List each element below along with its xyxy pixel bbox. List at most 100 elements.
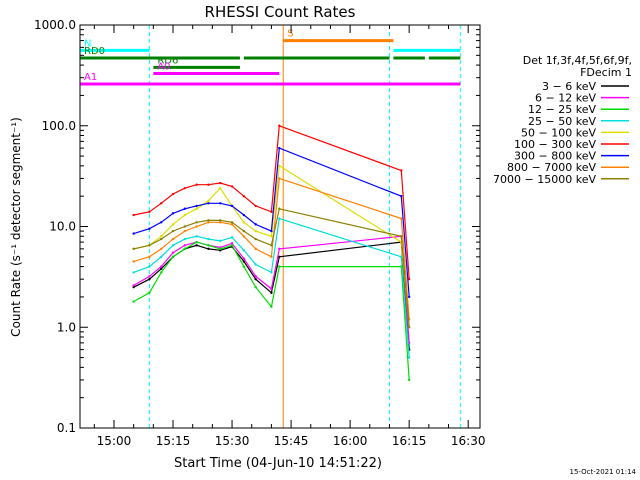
series-8-point-6 — [207, 219, 210, 222]
series-line-0 — [133, 241, 410, 350]
chart-title: RHESSI Count Rates — [205, 3, 356, 21]
series-7-point-5 — [195, 225, 198, 228]
series-5-point-6 — [207, 183, 210, 186]
series-6-point-5 — [195, 204, 198, 208]
legend-entry-label-0: 3 − 6 keV — [542, 80, 596, 93]
series-0-point-2 — [160, 267, 163, 271]
legend-entry-label-8: 7000 − 15000 keV — [493, 173, 596, 186]
series-6-point-2 — [160, 221, 163, 224]
series-2-point-14 — [407, 378, 411, 382]
series-7-point-6 — [207, 221, 210, 224]
series-2-point-1 — [148, 291, 151, 294]
series-0-point-1 — [148, 277, 151, 281]
series-4-point-2 — [160, 235, 163, 238]
x-tick-label-0: 15:00 — [97, 434, 132, 448]
series-8-point-5 — [195, 221, 198, 224]
series-7-point-1 — [148, 255, 151, 259]
footer-timestamp: 15-Oct-2021 01:14 — [570, 468, 637, 476]
series-8-point-13 — [400, 235, 403, 238]
series-3-point-12 — [278, 217, 281, 220]
series-3-point-3 — [171, 244, 175, 247]
series-8-point-0 — [132, 247, 135, 251]
legend-entry-label-2: 12 − 25 keV — [528, 103, 596, 116]
series-0-point-9 — [242, 260, 246, 263]
series-6-point-3 — [171, 212, 175, 215]
series-1-point-11 — [270, 287, 273, 291]
series-6-point-9 — [242, 213, 246, 217]
series-8-point-10 — [254, 237, 257, 241]
series-3-point-5 — [195, 235, 198, 238]
series-1-point-9 — [242, 257, 246, 260]
series-6-point-0 — [132, 232, 135, 235]
y-tick-label-3: 100.0 — [42, 119, 76, 133]
series-0-point-0 — [132, 285, 135, 289]
series-7-point-10 — [254, 247, 257, 251]
series-4-point-11 — [270, 235, 273, 238]
series-2-point-0 — [132, 300, 135, 303]
legend-entry-label-3: 25 − 50 keV — [528, 115, 596, 128]
flag-label-rd0: RD0 — [84, 46, 105, 57]
series-7-point-7 — [219, 221, 222, 224]
series-5-point-3 — [171, 192, 175, 196]
series-2-point-7 — [219, 247, 222, 251]
legend: Det 1f,3f,4f,5f,6f,9f,FDecim 13 − 6 keV6… — [493, 54, 632, 186]
series-3-point-7 — [219, 239, 222, 243]
flag-label-a1: A1 — [84, 72, 97, 83]
legend-entry-label-1: 6 − 12 keV — [535, 92, 596, 105]
series-line-2 — [133, 241, 410, 380]
series-5-point-7 — [219, 181, 222, 185]
series-4-point-6 — [207, 199, 210, 202]
flag-label-s: S — [287, 29, 293, 40]
series-8-point-4 — [183, 225, 187, 228]
series-6-point-10 — [254, 223, 257, 226]
series-5-point-5 — [195, 183, 198, 186]
series-8-point-8 — [230, 221, 234, 224]
series-0-point-11 — [270, 291, 273, 294]
flag-label-a0: A0 — [157, 62, 170, 73]
series-5-point-11 — [270, 210, 273, 213]
series-4-point-4 — [183, 213, 187, 217]
series-3-point-13 — [400, 255, 403, 259]
series-3-point-1 — [148, 265, 151, 268]
legend-header-0: Det 1f,3f,4f,5f,6f,9f, — [523, 54, 632, 67]
series-2-point-10 — [254, 285, 257, 289]
flag-label-rd6: RD6 — [157, 55, 178, 66]
series-5-point-14 — [407, 277, 411, 281]
series-6-point-4 — [183, 207, 187, 210]
series-3-point-14 — [407, 356, 411, 359]
series-0-point-5 — [195, 244, 198, 247]
series-7-point-0 — [132, 260, 135, 263]
series-4-point-12 — [278, 164, 281, 168]
series-8-point-9 — [242, 229, 246, 233]
flag-label-n: N — [84, 38, 91, 49]
y-axis-label: Count Rate (s⁻¹ detector segment⁻¹) — [9, 117, 23, 337]
series-3-point-2 — [160, 255, 163, 259]
series-5-point-10 — [254, 204, 257, 208]
series-8-point-14 — [407, 326, 411, 329]
y-tick-label-2: 10.0 — [49, 220, 76, 234]
legend-entry-label-7: 800 − 7000 keV — [507, 161, 596, 174]
series-6-point-11 — [270, 229, 273, 233]
series-4-point-9 — [242, 221, 246, 224]
series-8-point-7 — [219, 219, 222, 222]
legend-header-1: FDecim 1 — [580, 66, 632, 79]
axis-layer: 15:00 15:15 15:30 15:45 16:00 16:15 16:30 0.1 1.… — [34, 18, 485, 448]
series-5-point-1 — [148, 210, 151, 213]
series-2-point-8 — [230, 244, 234, 247]
series-1-point-4 — [183, 244, 187, 247]
series-0-point-6 — [207, 247, 210, 251]
x-tick-label-5: 16:15 — [392, 434, 427, 448]
x-tick-label-1: 15:15 — [156, 434, 191, 448]
series-2-point-3 — [171, 255, 175, 259]
series-8-point-3 — [171, 229, 175, 233]
series-4-point-10 — [254, 229, 257, 233]
series-7-point-3 — [171, 237, 175, 241]
series-3-point-9 — [242, 249, 246, 252]
series-1-point-10 — [254, 275, 257, 278]
series-1-point-3 — [171, 251, 175, 254]
series-7-point-9 — [242, 235, 246, 238]
series-8-point-1 — [148, 244, 151, 247]
series-6-point-14 — [407, 295, 411, 299]
series-2-point-2 — [160, 271, 163, 274]
series-2-point-6 — [207, 244, 210, 247]
